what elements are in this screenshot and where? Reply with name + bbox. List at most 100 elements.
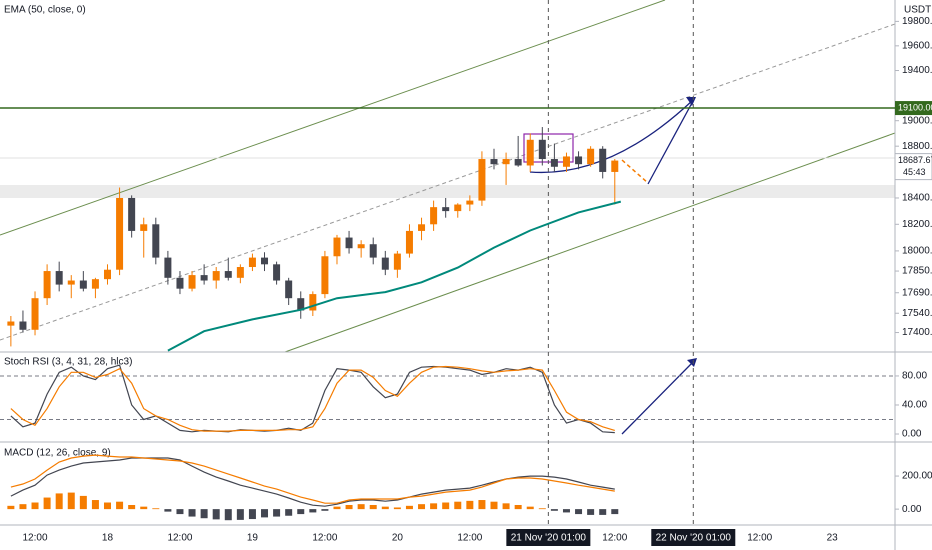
candle-body <box>430 207 438 225</box>
histogram-bar <box>587 509 595 515</box>
candle-body <box>103 269 111 280</box>
histogram-bar <box>176 509 184 515</box>
candle-body <box>381 257 389 270</box>
y-tick-label: 18000.00 <box>902 246 932 257</box>
x-tick-label: 20 <box>392 533 404 544</box>
candle-body <box>212 271 220 281</box>
histogram-bar <box>309 509 317 513</box>
histogram-bar <box>140 506 148 510</box>
candle-body <box>7 321 15 326</box>
histogram-bar <box>273 509 281 517</box>
y-tick-label: 17850.00 <box>902 266 932 277</box>
x-tick-label: 21 Nov '20 01:00 <box>511 533 587 544</box>
x-tick-label: 23 <box>827 533 839 544</box>
histogram-bar <box>212 509 220 520</box>
projection-dash <box>621 159 649 184</box>
histogram-bar <box>55 493 63 510</box>
y-tick-label: 80.00 <box>902 371 927 382</box>
level-label: 19100.00 <box>898 102 932 112</box>
candle-body <box>442 207 450 212</box>
histogram-bar <box>285 509 293 516</box>
x-tick-label: 12:00 <box>23 533 48 544</box>
histogram-bar <box>128 504 136 510</box>
candle-body <box>116 197 124 270</box>
histogram-bar <box>261 509 269 518</box>
histogram-bar <box>224 509 232 521</box>
candle-body <box>224 271 232 278</box>
histogram-bar <box>611 509 619 515</box>
x-tick-label: 12:00 <box>167 533 192 544</box>
candle-body <box>502 159 510 165</box>
candle-body <box>333 237 341 257</box>
y-tick-label: 17540.00 <box>902 308 932 319</box>
histogram-bar <box>526 506 534 510</box>
candle-body <box>176 277 184 289</box>
stoch-legend: Stoch RSI (3, 4, 31, 28, hlc3) <box>4 357 132 368</box>
histogram-bar <box>381 506 389 510</box>
candle-body <box>550 159 558 167</box>
candle-body <box>538 139 546 160</box>
histogram-bar <box>369 504 377 510</box>
histogram-bar <box>7 505 15 510</box>
candle-body <box>79 280 87 289</box>
level-tag <box>895 101 932 116</box>
histogram-bar <box>19 504 27 510</box>
y-tick-label: 17400.00 <box>902 327 932 338</box>
macd-line <box>10 454 615 504</box>
candle-body <box>345 237 353 249</box>
arrow-head <box>687 358 697 367</box>
candle-body <box>140 224 148 231</box>
histogram-bar <box>454 501 462 510</box>
time-highlight <box>506 529 591 546</box>
candle-body <box>611 160 619 172</box>
y-tick-label: 18400.00 <box>902 193 932 204</box>
histogram-bar <box>442 502 450 510</box>
last-price-tag <box>894 153 932 181</box>
histogram-bar <box>490 501 498 510</box>
candle-body <box>562 156 570 167</box>
y-tick-label: 200.00 <box>902 471 932 482</box>
histogram-bar <box>79 495 87 510</box>
histogram-bar <box>152 508 160 510</box>
histogram-bar <box>345 504 353 510</box>
candle-body <box>599 148 607 172</box>
histogram-bar <box>164 509 172 512</box>
y-tick-label: 19400.00 <box>902 65 932 76</box>
histogram-bar <box>502 503 510 510</box>
y-tick-label: 18800.00 <box>902 141 932 152</box>
candle-body <box>43 271 51 299</box>
candle-body <box>309 294 317 311</box>
macd-legend: MACD (12, 26, close, 9) <box>4 448 111 459</box>
candle-body <box>128 197 136 231</box>
projection-curve <box>529 99 694 174</box>
histogram-bar <box>31 502 39 510</box>
histogram-bar <box>514 504 522 510</box>
y-tick-label: 0.00 <box>902 504 922 515</box>
histogram-bar <box>297 509 305 515</box>
candle-body <box>273 264 281 281</box>
histogram-bar <box>430 503 438 510</box>
y-tick-label: 0.00 <box>902 429 922 440</box>
candle-body <box>454 204 462 212</box>
candle-body <box>357 244 365 249</box>
candle-body <box>91 279 99 289</box>
time-highlight <box>651 529 736 546</box>
histogram-bar <box>116 501 124 510</box>
y-tick-label: 18200.00 <box>902 219 932 230</box>
histogram-bar <box>200 509 208 519</box>
candle-body <box>236 267 244 278</box>
histogram-bar <box>91 500 99 510</box>
candle-body <box>514 159 522 166</box>
candle-body <box>248 257 256 268</box>
last-price-label: 18687.67 <box>898 155 932 165</box>
histogram-bar <box>67 492 75 510</box>
candle-body <box>261 257 269 265</box>
candle-body <box>587 148 595 165</box>
channel-upper <box>0 0 666 236</box>
candle-body <box>490 159 498 165</box>
x-tick-label: 19 <box>247 533 259 544</box>
candle-body <box>152 224 160 258</box>
x-tick-label: 12:00 <box>457 533 482 544</box>
candle-body <box>285 280 293 299</box>
